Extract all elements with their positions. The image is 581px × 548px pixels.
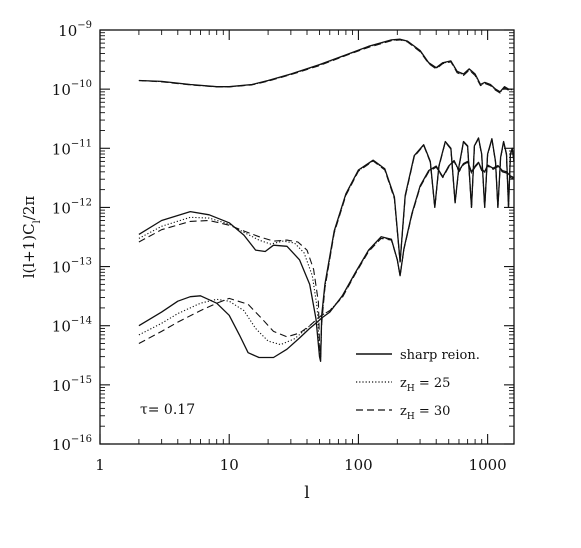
x-tick-label: 10 [220,456,239,474]
series-temperature-dashed [138,39,513,94]
y-tick-label: 10−9 [58,20,92,40]
series-EE-dashed [138,137,515,358]
legend: sharp reion. zH = 25 zH = 30 [356,348,480,422]
series-temperature-solid [138,38,513,93]
series-BB-dashed [138,160,515,344]
x-tick-label: 100 [344,456,373,474]
x-axis-label: l [304,483,309,503]
series-EE-solid [138,137,515,362]
y-tick-label: 10−12 [52,197,92,217]
series-layer [138,38,515,362]
series-BB-solid [138,159,515,359]
x-tick-label: 1 [95,456,105,474]
y-tick-label: 10−16 [52,434,92,454]
y-axis-label: l(l+1)Cl/2π [20,196,43,279]
x-tick-label: 1000 [469,456,507,474]
y-tick-label: 10−14 [52,316,92,336]
y-axis-ticks: 10−9 10−10 10−11 10−12 10−13 10−14 10−15 10−16 [52,20,514,454]
legend-label: zH = 30 [400,404,450,422]
tau-annotation: τ= 0.17 [140,402,195,418]
y-tick-label: 10−10 [52,79,92,99]
series-BB-dotted [138,160,515,346]
legend-label: zH = 25 [400,376,450,394]
y-tick-label: 10−11 [52,138,92,158]
legend-label: sharp reion. [400,348,480,363]
y-tick-label: 10−13 [52,257,92,277]
y-tick-label: 10−15 [52,375,92,395]
x-axis-ticks: 1 10 100 1000 [95,30,507,474]
series-EE-dotted [138,137,515,358]
plot-frame [99,29,515,445]
